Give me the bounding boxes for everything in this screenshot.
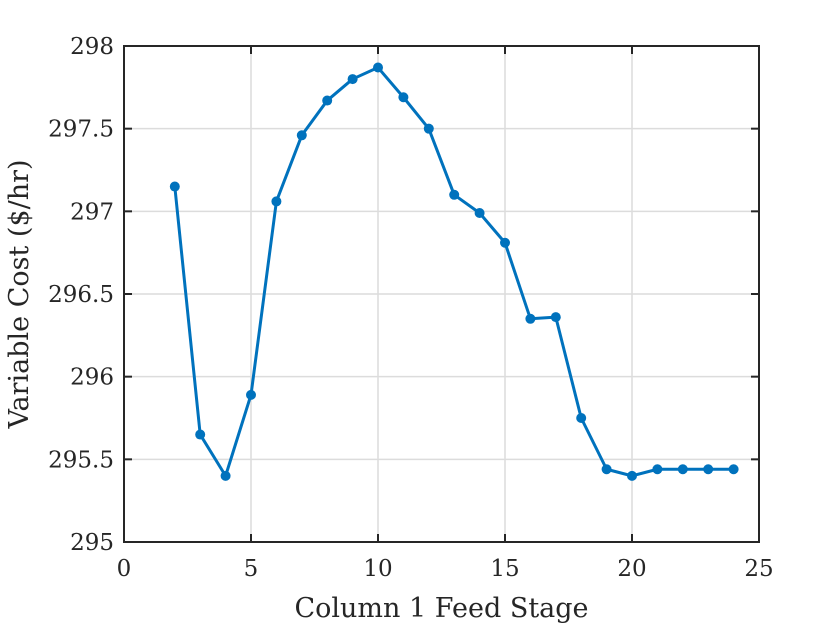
x-axis-title: Column 1 Feed Stage	[294, 593, 588, 624]
grid-lines	[124, 46, 759, 542]
y-tick-label: 295.5	[48, 447, 114, 473]
data-point	[347, 74, 358, 85]
y-tick-label: 295	[70, 530, 114, 556]
data-point	[474, 207, 485, 218]
data-point	[271, 196, 282, 207]
x-tick-label: 25	[744, 556, 773, 582]
data-point	[576, 413, 587, 423]
x-tick-label: 5	[244, 556, 259, 582]
data-point	[398, 92, 409, 103]
data-point	[525, 313, 536, 324]
y-tick-label: 297.5	[48, 117, 114, 143]
data-point	[246, 389, 256, 400]
y-tick-label: 296.5	[48, 282, 114, 308]
data-point	[220, 470, 231, 481]
y-axis-title: Variable Cost ($/hr)	[4, 159, 35, 429]
data-point	[373, 62, 383, 73]
data-point	[500, 237, 510, 248]
data-point	[601, 464, 612, 475]
data-point	[449, 189, 460, 200]
data-point	[296, 130, 307, 141]
data-point	[728, 464, 739, 475]
y-tick-label: 297	[70, 199, 114, 225]
data-point	[550, 312, 561, 323]
x-tick-label: 15	[490, 556, 519, 582]
tick-marks	[123, 45, 760, 543]
x-tick-label: 20	[617, 556, 646, 582]
y-tick-label: 296	[70, 365, 114, 391]
x-tick-label: 0	[117, 556, 132, 582]
data-point	[169, 181, 180, 192]
y-tick-label: 298	[70, 34, 114, 60]
data-point	[322, 95, 333, 106]
x-tick-label: 10	[363, 556, 392, 582]
tick-labels: 0 5 10 15 20 25 295 295.5 296 296.5 297 297.5 298	[48, 34, 774, 582]
series-layer	[169, 62, 739, 481]
data-point	[423, 123, 434, 134]
data-point	[652, 464, 663, 475]
data-point	[627, 470, 637, 481]
data-point	[703, 464, 714, 475]
data-point	[195, 429, 206, 440]
data-point	[677, 464, 688, 475]
